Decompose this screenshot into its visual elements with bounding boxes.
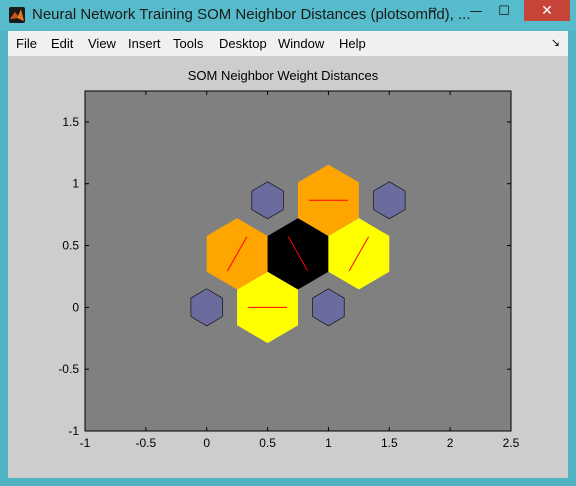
x-tick-label: -1 — [80, 436, 91, 450]
menu-tools[interactable]: Tools — [173, 36, 204, 51]
title-bar[interactable]: Neural Network Training SOM Neighbor Dis… — [0, 0, 576, 31]
matlab-logo-icon — [9, 7, 25, 23]
y-tick-label: 1.5 — [62, 115, 79, 129]
maximize-button[interactable]: ☐ — [498, 3, 510, 19]
x-tick-label: 2.5 — [503, 436, 520, 450]
dock-arrow-icon[interactable]: ↘ — [550, 36, 560, 49]
menu-view[interactable]: View — [88, 36, 116, 51]
neuron-n1[interactable] — [190, 288, 223, 327]
menu-insert[interactable]: Insert — [128, 36, 161, 51]
y-tick-label: 1 — [72, 177, 79, 191]
figure-canvas: SOM Neighbor Weight Distances -1 -0.5 0 0.5… — [8, 56, 568, 478]
neuron-n2[interactable] — [312, 288, 345, 327]
neuron-n3[interactable] — [251, 181, 284, 220]
menu-bar: File Edit View Insert Tools Desktop Wind… — [8, 31, 568, 56]
minimize-button[interactable]: — — [469, 3, 483, 19]
menu-window[interactable]: Window — [278, 36, 325, 51]
menu-desktop[interactable]: Desktop — [219, 36, 267, 51]
neuron-n4[interactable] — [373, 181, 406, 220]
x-tick-label: 1.5 — [381, 436, 398, 450]
x-tick-label: 1 — [325, 436, 332, 450]
y-tick-label: 0 — [72, 300, 79, 314]
x-tick-label: 2 — [447, 436, 454, 450]
menu-file[interactable]: File — [16, 36, 37, 51]
neighbor-connection-line-n2-n3 — [287, 236, 309, 272]
x-tick-label: 0.5 — [259, 436, 276, 450]
menu-help[interactable]: Help — [339, 36, 366, 51]
close-button[interactable]: ✕ — [524, 0, 570, 21]
x-tick-label: -0.5 — [136, 436, 157, 450]
window-title: Neural Network Training SOM Neighbor Dis… — [32, 6, 471, 23]
resize-cursor-icon: ⇔ — [428, 3, 438, 16]
axes-frame — [84, 90, 512, 432]
y-tick-label: 0.5 — [62, 239, 79, 253]
y-tick-label: -0.5 — [58, 362, 79, 376]
som-plot: SOM Neighbor Weight Distances -1 -0.5 0 0.5… — [58, 68, 520, 450]
y-tick-label: -1 — [68, 424, 79, 438]
neighbor-connection-line-n2-n4 — [348, 236, 370, 272]
x-tick-label: 0 — [203, 436, 210, 450]
chart-title: SOM Neighbor Weight Distances — [188, 68, 379, 83]
menu-edit[interactable]: Edit — [51, 36, 74, 51]
neighbor-connection-line-n1-n3 — [226, 236, 248, 272]
